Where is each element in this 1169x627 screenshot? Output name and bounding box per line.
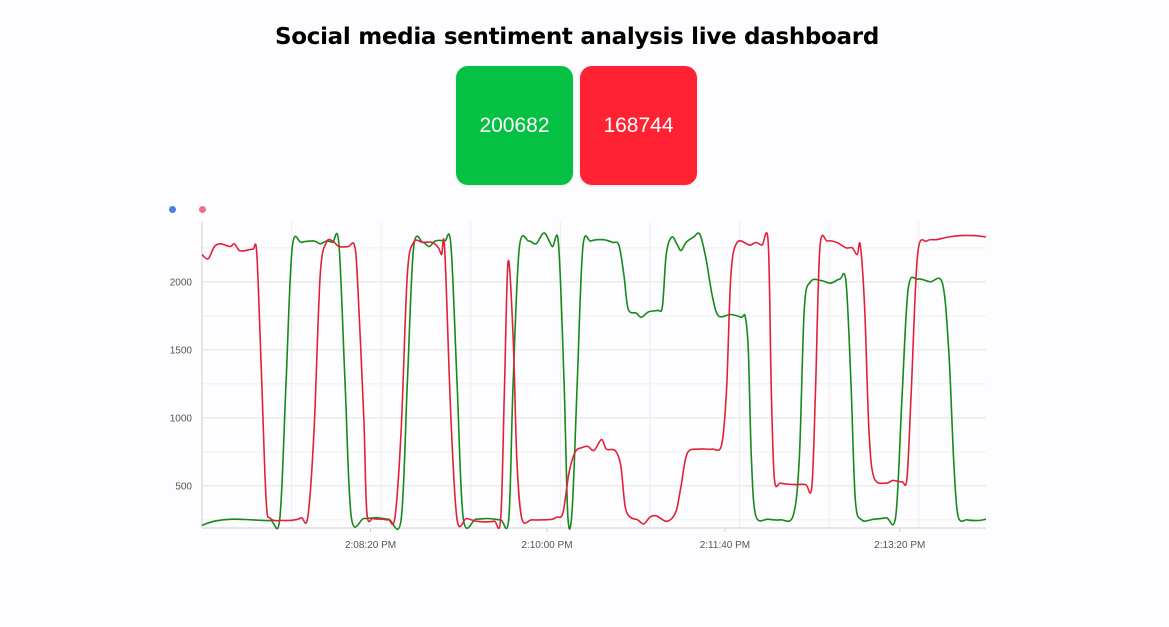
series-line-red: [201, 232, 987, 530]
y-tick-label: 500: [175, 481, 192, 492]
x-tick-label: 2:11:40 PM: [700, 540, 750, 551]
positive-count-card: 200682: [456, 66, 573, 185]
y-tick-label: 1500: [170, 345, 193, 356]
y-tick-label: 2000: [170, 277, 193, 288]
chart-series: [201, 232, 987, 531]
negative-count-value: 168744: [603, 113, 674, 137]
negative-count-card: 168744: [580, 66, 697, 185]
chart-grid: [202, 222, 986, 528]
x-tick-label: 2:08:20 PM: [345, 540, 396, 551]
legend-dot-pink[interactable]: [199, 206, 206, 213]
y-tick-label: 1000: [170, 413, 193, 424]
series-line-green: [201, 232, 987, 531]
x-tick-label: 2:10:00 PM: [521, 540, 572, 551]
legend-dot-blue[interactable]: [169, 206, 176, 213]
page-title: Social media sentiment analysis live das…: [275, 24, 879, 50]
positive-count-value: 200682: [479, 113, 550, 137]
chart-axes: 500 1000 1500 2000 2:08:20 PM 2:10:00 PM 2:11:…: [170, 222, 986, 551]
x-tick-label: 2:13:20 PM: [874, 540, 925, 551]
